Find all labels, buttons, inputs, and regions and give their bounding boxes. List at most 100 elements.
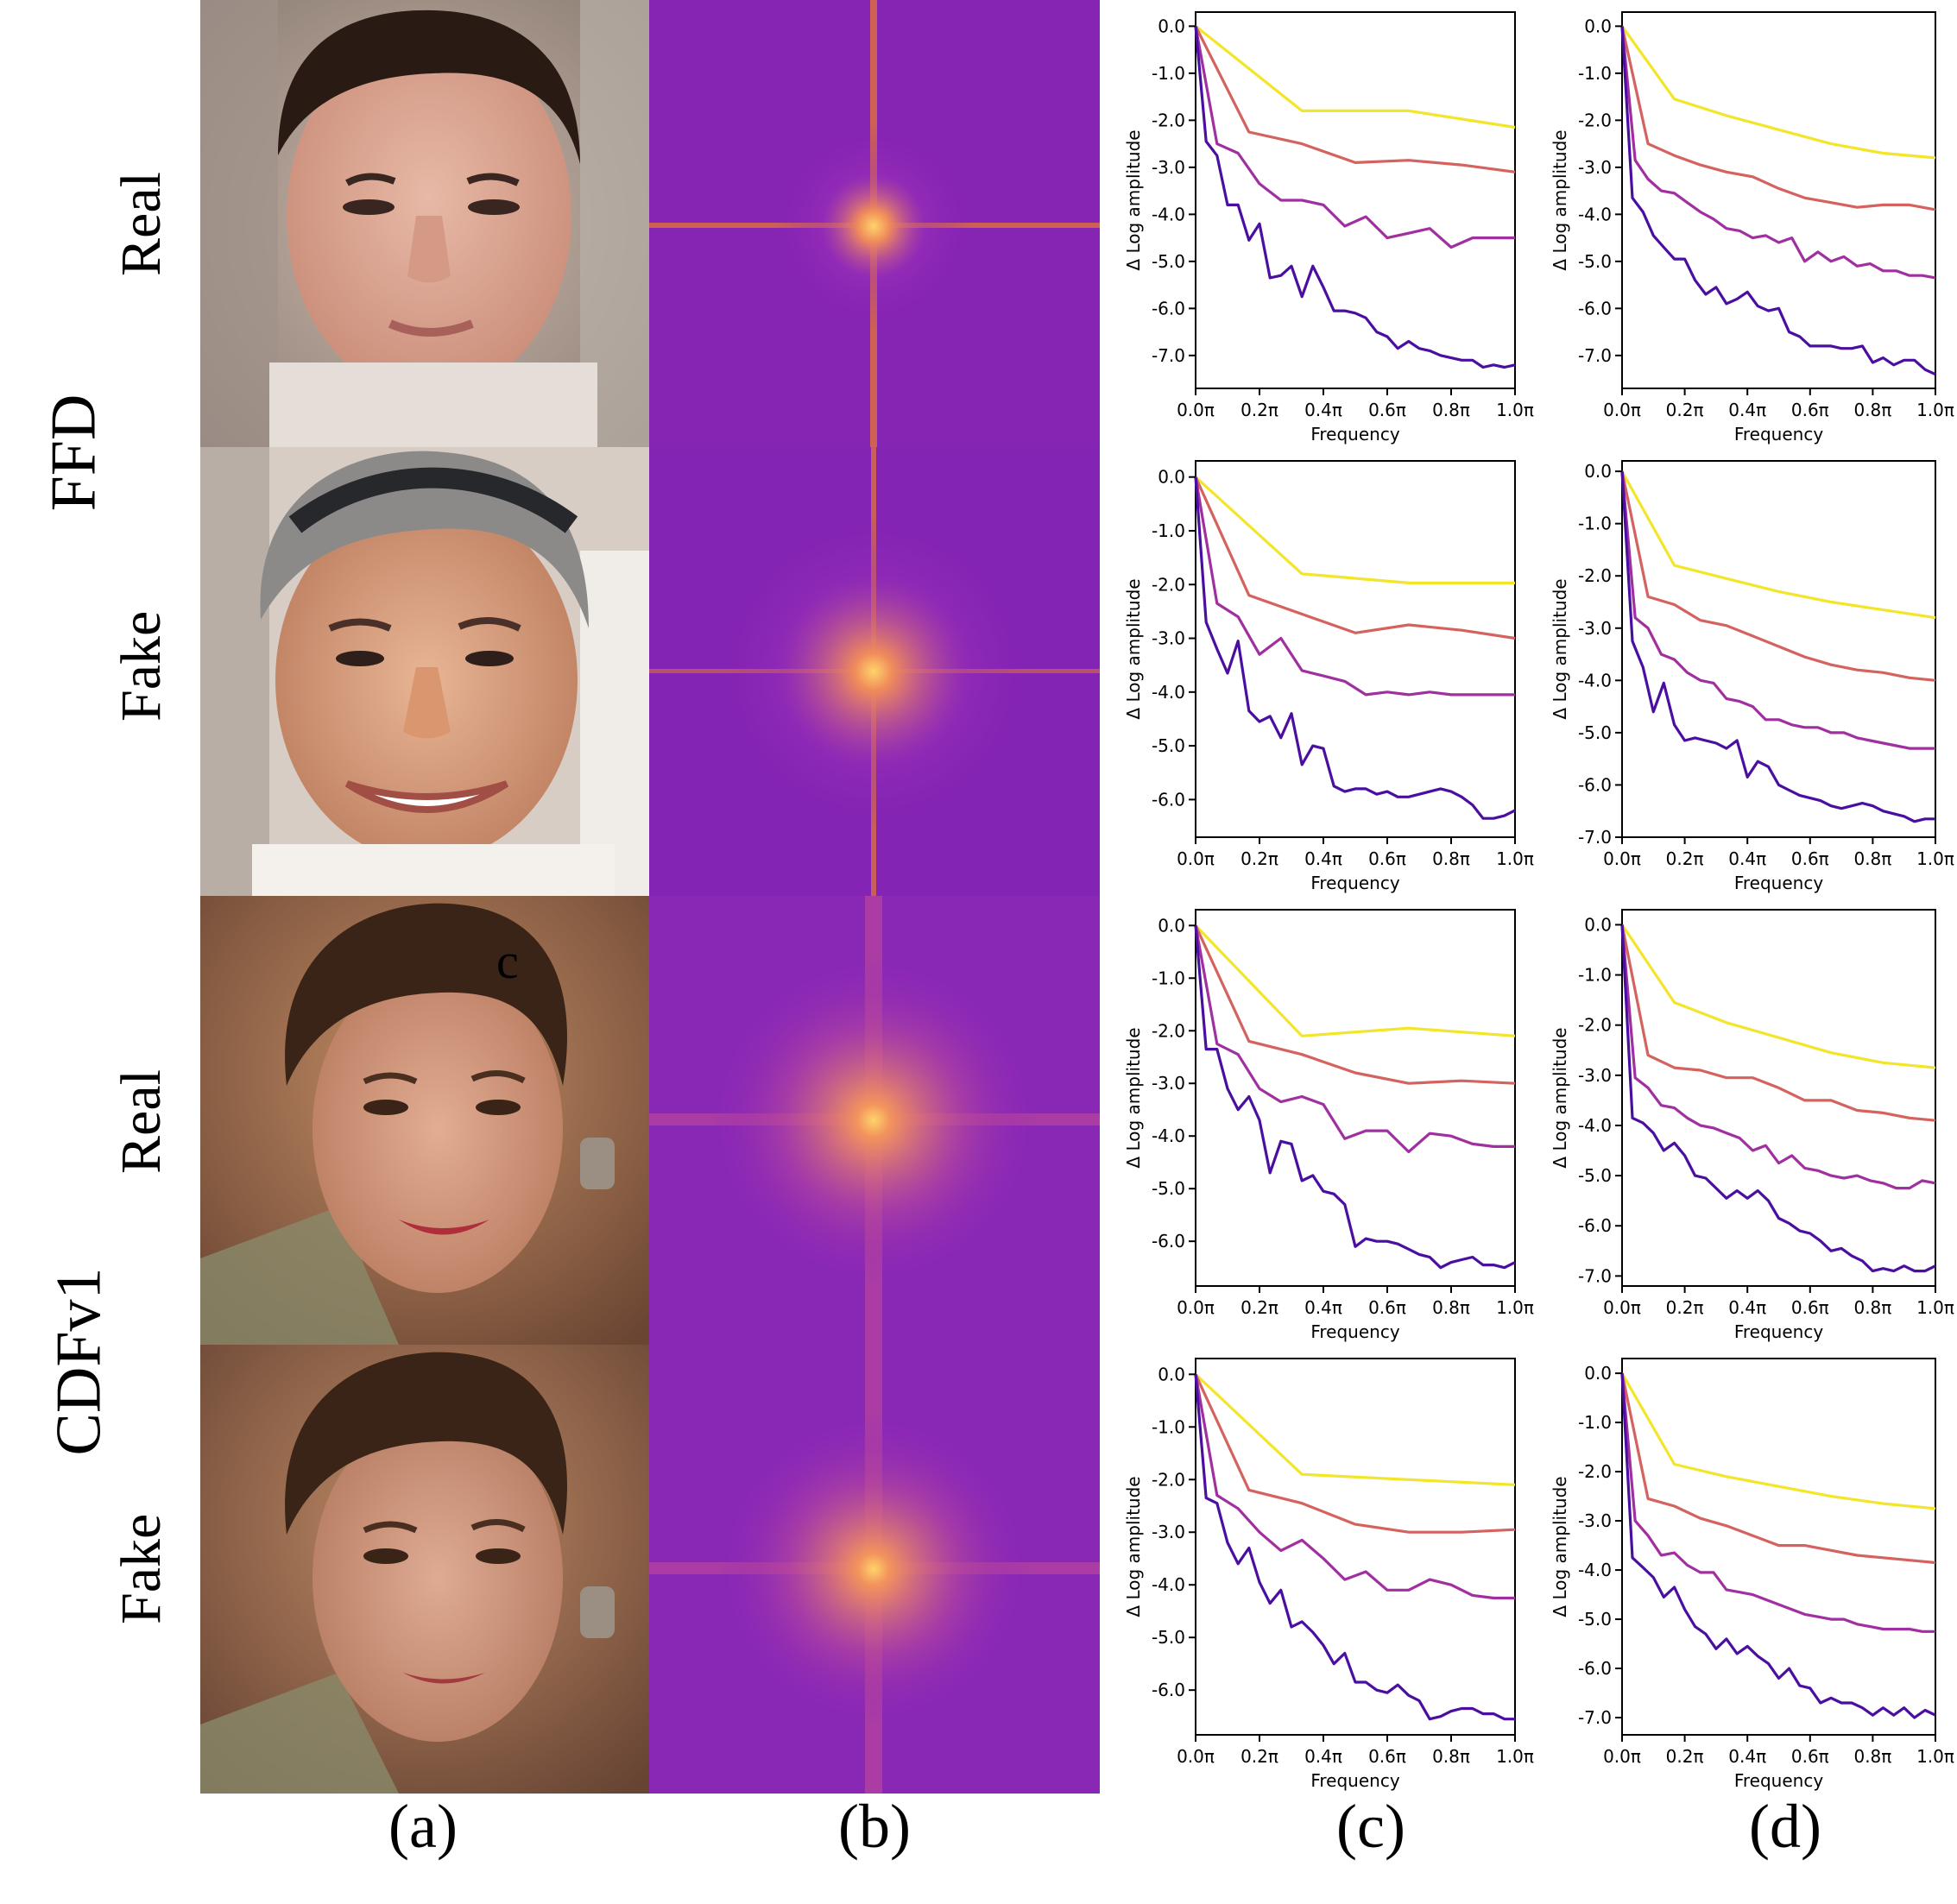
x-tick-label: 0.4π (1728, 400, 1766, 420)
series-line-3 (1620, 924, 1936, 1190)
plot-c-4: 0.0 -1.0 -2.0 -3.0 -4.0 -5.0 -6.0 0.0π 0.2π 0.4π 0… (1114, 1346, 1537, 1795)
x-axis-label: Frequency (1734, 424, 1823, 444)
group-label-cdfv1: CDFv1 (43, 1267, 115, 1456)
y-tick-label: 0.0 (1158, 915, 1185, 936)
caption-a: (a) (388, 1792, 458, 1861)
x-tick-label: 0.4π (1304, 1297, 1342, 1318)
y-tick-label: -5.0 (1152, 1178, 1185, 1199)
y-tick-label: -6.0 (1152, 1680, 1185, 1700)
x-tick-label: 0.2π (1240, 848, 1278, 869)
y-tick-label: -2.0 (1152, 110, 1185, 130)
y-tick-label: -1.0 (1578, 63, 1612, 84)
x-axis-label: Frequency (1734, 1770, 1823, 1791)
series-line-1 (1620, 924, 1936, 1069)
series-line-1 (1194, 476, 1515, 584)
x-tick-label: 0.6π (1791, 848, 1829, 869)
y-tick-label: -3.0 (1578, 157, 1612, 178)
x-tick-label: 0.8π (1432, 848, 1470, 869)
x-tick-label: 0.0π (1603, 400, 1641, 420)
y-tick-label: -6.0 (1578, 1215, 1612, 1236)
spectrum-ffd-fake (649, 447, 1100, 896)
face-image-cdfv1-fake (200, 1345, 649, 1794)
plot-frame (1195, 11, 1516, 389)
face-image-ffd-fake (200, 447, 649, 896)
row-label-real-1: Real (110, 172, 173, 276)
series-line-3 (1620, 1372, 1935, 1633)
y-tick-label: -6.0 (1578, 298, 1612, 318)
x-tick-label: 0.4π (1304, 400, 1342, 420)
chart-svg: 0.0-1.0-2.0-3.0-4.0-5.0-6.0-7.00.0π 0.2π 0… (1550, 11, 1954, 444)
y-tick-label: -1.0 (1152, 1416, 1185, 1437)
x-tick-label: 0.4π (1304, 1746, 1342, 1767)
x-tick-label: 0.0π (1603, 1746, 1641, 1767)
x-tick-label: 0.2π (1240, 1297, 1278, 1318)
y-tick-label: 0.0 (1584, 914, 1612, 935)
y-tick-label: -1.0 (1578, 1412, 1612, 1433)
series-line-1 (1195, 25, 1516, 129)
face-image-cdfv1-real (200, 896, 649, 1345)
x-tick-label: 1.0π (1916, 1746, 1954, 1767)
y-tick-label: -7.0 (1578, 345, 1612, 366)
series-line-4 (1194, 476, 1516, 820)
x-tick-label: 0.8π (1432, 1746, 1470, 1767)
x-axis-label: Frequency (1310, 424, 1399, 444)
y-tick-label: 0.0 (1158, 467, 1185, 488)
y-tick-label: -2.0 (1578, 1015, 1612, 1036)
series-line-4 (1620, 924, 1936, 1273)
y-tick-label: -4.0 (1152, 682, 1185, 703)
x-tick-label: 0.6π (1791, 400, 1829, 420)
y-tick-label: -5.0 (1152, 251, 1185, 272)
x-tick-label: 0.4π (1728, 1746, 1766, 1767)
series-line-2 (1194, 25, 1516, 173)
y-tick-label: -3.0 (1152, 157, 1185, 178)
x-tick-label: 1.0π (1496, 1297, 1534, 1318)
series-line-4 (1194, 1374, 1515, 1721)
x-axis-label: Frequency (1734, 873, 1823, 893)
series-line-3 (1194, 476, 1515, 697)
chart-svg: 0.0-1.0-2.0-3.0-4.0-5.0-6.0-7.00.0π 0.2π 0… (1123, 11, 1534, 444)
row-label-fake-2: Fake (110, 1513, 173, 1624)
x-tick-label: 0.2π (1666, 848, 1704, 869)
y-tick-label: -1.0 (1152, 63, 1185, 84)
y-axis-label: Δ Log amplitude (1550, 1027, 1570, 1168)
series-line-2 (1194, 476, 1516, 640)
y-tick-label: -7.0 (1578, 1707, 1612, 1728)
series-line-4 (1620, 26, 1936, 376)
x-tick-label: 0.2π (1666, 1746, 1704, 1767)
plot-frame (1621, 909, 1936, 1287)
caption-d: (d) (1749, 1792, 1821, 1861)
chart-svg: 0.0-1.0-2.0-3.0-4.0-5.0-6.0-7.00.0π 0.2π 0… (1550, 460, 1954, 893)
y-tick-label: -4.0 (1578, 1115, 1612, 1136)
y-tick-label: -4.0 (1152, 1574, 1185, 1595)
series-line-3 (1194, 925, 1515, 1154)
y-tick-label: -3.0 (1578, 1065, 1612, 1086)
y-tick-label: -5.0 (1152, 1627, 1185, 1648)
chart-svg: 0.0-1.0-2.0-3.0-4.0-5.0-6.0-7.00.0π 0.2π 0… (1550, 1358, 1954, 1791)
y-tick-label: -7.0 (1152, 345, 1185, 366)
group-label-ffd: FFD (38, 394, 110, 512)
x-tick-label: 0.6π (1368, 1297, 1406, 1318)
y-axis-label: Δ Log amplitude (1123, 1476, 1144, 1617)
series-line-2 (1620, 924, 1936, 1122)
y-axis-label: Δ Log amplitude (1123, 129, 1144, 270)
y-tick-label: -3.0 (1152, 628, 1185, 649)
x-tick-label: 0.6π (1368, 848, 1406, 869)
plot-d-4: 0.0 -1.0 -2.0 -3.0 -4.0 -5.0 -6.0 -7.0 0.0π 0.2π 0… (1540, 1346, 1957, 1795)
series-line-3 (1194, 26, 1515, 249)
y-tick-label: -4.0 (1152, 204, 1185, 224)
plot-c-2: 0.0 -1.0 -2.0 -3.0 -4.0 -5.0 -6.0 0.0π 0.2π 0.4π 0… (1114, 449, 1537, 898)
x-axis-label: Frequency (1734, 1321, 1823, 1342)
y-tick-label: -2.0 (1578, 565, 1612, 586)
x-tick-label: 0.0π (1177, 848, 1215, 869)
x-tick-label: 0.0π (1603, 1297, 1641, 1318)
spectrum-cdfv1-fake (649, 1345, 1100, 1794)
caption-c: (c) (1336, 1792, 1405, 1861)
x-tick-label: 1.0π (1496, 848, 1534, 869)
y-axis-label: Δ Log amplitude (1550, 578, 1570, 719)
x-tick-label: 0.0π (1177, 1297, 1215, 1318)
y-tick-label: -6.0 (1152, 1231, 1185, 1251)
y-axis-label: Δ Log amplitude (1123, 1027, 1144, 1168)
y-tick-label: -2.0 (1152, 1020, 1185, 1041)
y-tick-label: -3.0 (1152, 1522, 1185, 1542)
y-tick-label: 0.0 (1158, 16, 1185, 36)
